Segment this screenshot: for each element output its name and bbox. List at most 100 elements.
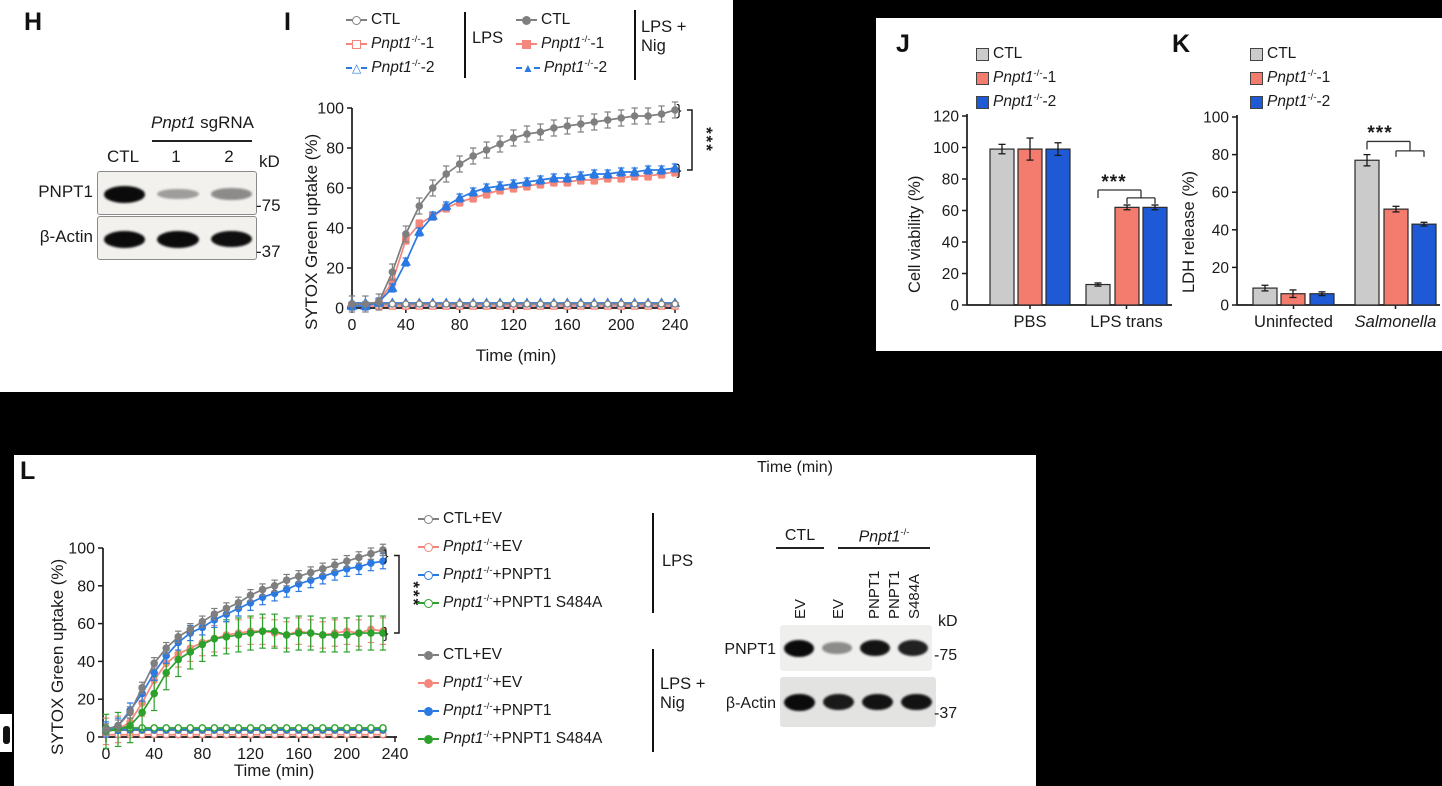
svg-text:100: 100	[317, 101, 344, 118]
lane-label-EV: EV	[792, 598, 809, 619]
svg-text:20: 20	[942, 266, 960, 283]
svg-text:20: 20	[1212, 260, 1230, 277]
legend-item: Pnpt1-/-+EV	[418, 673, 522, 693]
svg-text:0: 0	[1220, 298, 1229, 315]
legend-label: Pnpt1-/--2	[543, 57, 608, 76]
svg-text:}: }	[383, 625, 388, 642]
legend-item: Pnpt1-/--1	[516, 34, 604, 54]
legend-item: Pnpt1-/--1	[976, 68, 1056, 88]
mw-marker-37: -37	[256, 242, 281, 261]
mw-marker-37: -37	[934, 705, 958, 722]
panel-label-I: I	[284, 8, 291, 36]
filled-circle-marker-icon	[418, 678, 439, 688]
filled-circle-marker-icon	[418, 734, 439, 744]
legend-label: Pnpt1-/--1	[371, 33, 435, 52]
svg-text:PBS: PBS	[1013, 313, 1046, 331]
legend-divider	[652, 649, 654, 752]
mw-marker-75: -75	[934, 647, 958, 664]
lane-label-S484A: S484A	[906, 573, 923, 619]
legend-item: Pnpt1-/-+PNPT1 S484A	[418, 729, 602, 749]
legend-item: CTL+EV	[418, 509, 502, 529]
protein-band	[823, 693, 854, 711]
legend-item: Pnpt1-/--2	[976, 92, 1056, 112]
legend-label: CTL+EV	[443, 510, 503, 527]
blot-strip-PNPT1	[780, 625, 932, 671]
mw-marker-75: -75	[256, 196, 281, 215]
svg-text:***: ***	[697, 127, 716, 153]
svg-text:80: 80	[326, 141, 344, 158]
lane-label-1: 1	[171, 147, 181, 166]
blue-square-marker-icon	[1250, 95, 1263, 109]
legend-divider	[652, 513, 654, 613]
svg-text:40: 40	[145, 746, 163, 763]
protein-band	[784, 639, 814, 657]
ldh-release-chart-K: 0 20 40 60 80 100 Uninfected Salmonella ***	[1203, 110, 1440, 331]
svg-text:0: 0	[335, 301, 344, 318]
svg-text:80: 80	[451, 317, 469, 334]
open-circle-marker-icon	[418, 542, 439, 552]
legend-item: CTL	[346, 10, 400, 30]
legend-label: CTL	[1267, 45, 1297, 62]
blot-row-label-bactin: β-Actin	[725, 695, 776, 712]
blue-square-marker-icon	[976, 95, 989, 109]
svg-text:240: 240	[662, 317, 689, 334]
kd-label: kD	[259, 152, 280, 171]
legend-item: Pnpt1-/--1	[346, 34, 434, 54]
protein-band	[898, 639, 928, 656]
legend-label: CTL	[541, 11, 571, 28]
legend-label: CTL	[371, 11, 401, 28]
open-circle-marker-icon	[346, 15, 367, 25]
legend-item: ▲ Pnpt1-/--2	[516, 58, 607, 78]
svg-text:}: }	[383, 548, 388, 565]
floating-time-label: Time (min)	[757, 459, 833, 476]
filled-square-marker-icon	[516, 39, 537, 49]
protein-band	[901, 693, 932, 711]
svg-text:60: 60	[942, 203, 960, 220]
svg-text:20: 20	[77, 692, 95, 709]
blot-header-pnpt1ko: Pnpt1-/-	[858, 527, 910, 546]
svg-text:}: }	[676, 102, 681, 119]
legend-label: Pnpt1-/--2	[371, 57, 435, 76]
kd-label: kD	[938, 613, 958, 630]
panel-HI: H Pnpt1 sgRNA CTL 1 2 kD PNPT1 -75 β-Act…	[0, 0, 733, 392]
legend-item: △ Pnpt1-/--2	[346, 58, 435, 78]
cell-viability-chart-J: 0 20 40 60 80 100 120 PBS LPS trans ***	[933, 109, 1172, 331]
legend-label: Pnpt1-/--1	[541, 33, 605, 52]
blot-header-sgRNA: Pnpt1 sgRNA	[150, 113, 254, 132]
blot-row-label-bactin: β-Actin	[39, 227, 93, 246]
legend-label: Pnpt1-/--1	[993, 67, 1057, 86]
open-triangle-marker-icon: △	[346, 62, 367, 74]
svg-text:120: 120	[500, 317, 527, 334]
svg-text:LPS trans: LPS trans	[1090, 313, 1162, 331]
svg-text:60: 60	[326, 181, 344, 198]
svg-text:40: 40	[942, 235, 960, 252]
protein-band	[210, 230, 253, 248]
sytox-uptake-chart-I: 0 20 40 60 80 100 0 40 80 120 160 200 240}} ***	[317, 101, 716, 335]
open-circle-marker-icon	[418, 570, 439, 580]
legend-item: Pnpt1-/-+EV	[418, 537, 522, 557]
gray-square-marker-icon	[1250, 47, 1263, 61]
svg-text:100: 100	[933, 140, 959, 157]
svg-text:200: 200	[333, 746, 360, 763]
svg-text:160: 160	[285, 746, 312, 763]
open-circle-marker-icon	[418, 514, 439, 524]
svg-text:80: 80	[193, 746, 211, 763]
svg-text:60: 60	[77, 616, 95, 633]
protein-band	[860, 639, 890, 657]
svg-text:***: ***	[1101, 172, 1126, 193]
lane-label-PNPT1: PNPT1	[866, 570, 883, 619]
svg-text:80: 80	[77, 578, 95, 595]
legend-label: Pnpt1-/-+PNPT1 S484A	[443, 592, 603, 611]
filled-triangle-marker-icon: ▲	[516, 62, 540, 74]
svg-text:200: 200	[608, 317, 635, 334]
treatment-label-LPS-Nig: LPS + Nig	[660, 675, 706, 712]
cropped-glyph-fragment	[3, 726, 10, 744]
filled-circle-marker-icon	[418, 650, 439, 660]
svg-text:120: 120	[933, 109, 959, 126]
svg-text:40: 40	[1212, 222, 1230, 239]
svg-text:100: 100	[68, 541, 95, 558]
legend-item: CTL	[976, 44, 1022, 64]
legend-divider	[634, 10, 636, 80]
